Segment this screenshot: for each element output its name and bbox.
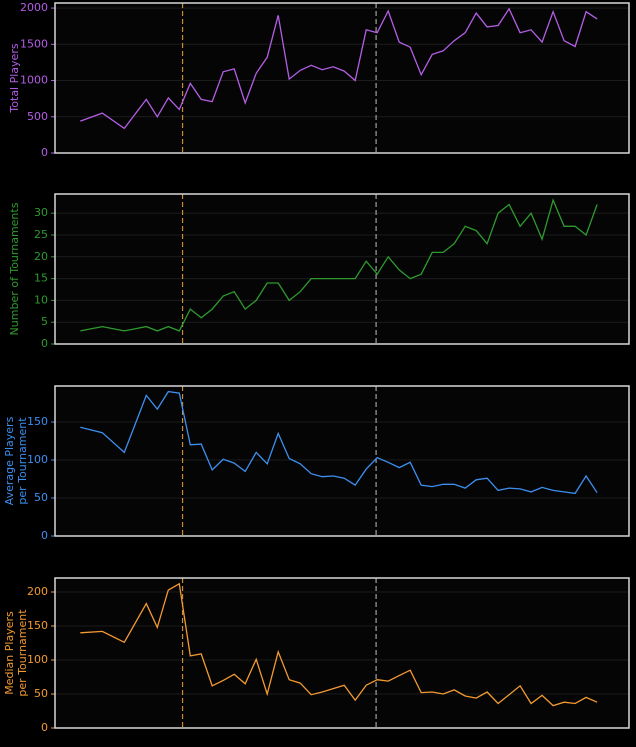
data-line xyxy=(80,582,598,707)
y-tick-label: 150 xyxy=(27,619,48,632)
y-tick-label: 0 xyxy=(41,337,48,350)
y-tick-label: 200 xyxy=(27,585,48,598)
y-axis-label-line: Average Players xyxy=(3,416,16,505)
y-tick-label: 50 xyxy=(34,687,48,700)
y-axis-label: Number of Tournaments xyxy=(8,202,21,335)
y-axis-label-line: Number of Tournaments xyxy=(8,202,21,335)
y-tick-label: 5 xyxy=(41,315,48,328)
y-axis-label-line: Median Players xyxy=(3,611,16,695)
y-axis-label-line: per Tournament xyxy=(16,417,29,505)
data-line xyxy=(80,198,598,332)
plot-frame xyxy=(54,577,630,729)
y-tick-label: 10 xyxy=(34,293,48,306)
plot-area xyxy=(55,386,629,536)
y-axis-label: Median Playersper Tournament xyxy=(3,609,29,697)
y-tick-label: 25 xyxy=(34,228,48,241)
y-tick-label: 0 xyxy=(41,721,48,734)
y-axis-label: Average Playersper Tournament xyxy=(3,416,29,505)
plot-area xyxy=(55,194,629,344)
y-tick-label: 100 xyxy=(27,453,48,466)
y-axis-label: Total Players xyxy=(8,43,21,113)
data-line xyxy=(80,7,598,130)
y-axis-label-line: Total Players xyxy=(8,43,21,113)
y-tick-label: 100 xyxy=(27,653,48,666)
y-tick-label: 2000 xyxy=(20,1,48,14)
y-tick-label: 500 xyxy=(27,110,48,123)
y-tick-label: 0 xyxy=(41,146,48,159)
y-tick-label: 15 xyxy=(34,272,48,285)
y-tick-label: 0 xyxy=(41,529,48,542)
plot-area xyxy=(55,3,629,153)
y-tick-label: 50 xyxy=(34,491,48,504)
plot-area xyxy=(55,578,629,728)
y-tick-label: 20 xyxy=(34,250,48,263)
plot-frame xyxy=(54,385,630,537)
data-line xyxy=(80,390,598,495)
plot-frame xyxy=(54,193,630,345)
y-tick-label: 1500 xyxy=(20,37,48,50)
y-tick-label: 1000 xyxy=(20,74,48,87)
y-tick-label: 150 xyxy=(27,415,48,428)
y-tick-label: 30 xyxy=(34,206,48,219)
plot-frame xyxy=(54,2,630,154)
y-axis-label-line: per Tournament xyxy=(16,609,29,697)
